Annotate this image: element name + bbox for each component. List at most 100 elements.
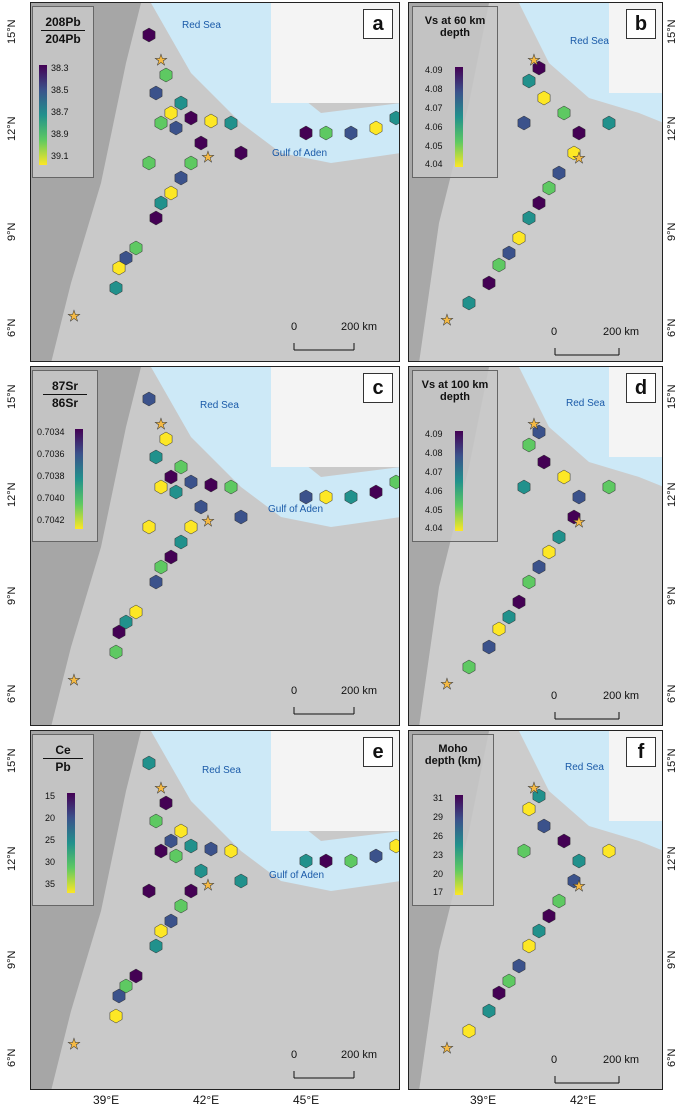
sample-hexagon xyxy=(517,479,531,495)
panel-letter-b: b xyxy=(626,9,656,39)
sample-hexagon xyxy=(512,230,526,246)
legend-tick-c-1: 0.7036 xyxy=(37,449,65,459)
legend-title-bot-c: 86Sr xyxy=(51,396,79,410)
sample-hexagon xyxy=(482,1003,496,1019)
sample-hexagon xyxy=(154,195,168,211)
legend-title-top-e: Ce xyxy=(55,743,71,757)
lon-label-42-right: 42°E xyxy=(570,1093,597,1107)
legend-tick-d-4: 4.05 xyxy=(425,505,443,515)
sample-hexagon xyxy=(142,155,156,171)
scale-zero-d: 0 xyxy=(551,690,558,702)
sample-hexagon xyxy=(532,195,546,211)
legend-tick-b-2: 4.07 xyxy=(425,103,443,113)
scale-km-c: 200 km xyxy=(341,685,378,697)
sample-hexagon xyxy=(129,240,143,256)
lat-label-12-d: 12°N xyxy=(666,482,678,507)
volcano-star-icon: ★ xyxy=(527,780,540,797)
lat-label-15-b: 15°N xyxy=(666,19,678,44)
volcano-star-icon: ★ xyxy=(572,514,585,531)
sample-hexagon xyxy=(369,848,383,864)
legend-tick-f-5: 17 xyxy=(433,887,444,897)
legend-bar-f xyxy=(455,795,463,895)
sample-hexagon xyxy=(522,437,536,453)
legend-title-bot-a: 204Pb xyxy=(45,32,81,46)
sample-hexagon xyxy=(344,125,358,141)
sample-hexagon xyxy=(462,1023,476,1039)
legend-c: 87Sr 86Sr 0.7034 0.7036 0.7038 0.7040 0.… xyxy=(32,370,98,542)
sample-hexagon xyxy=(319,853,333,869)
sample-hexagon xyxy=(492,985,506,1001)
sample-hexagon xyxy=(517,115,531,131)
volcano-star-icon: ★ xyxy=(154,780,167,797)
lat-label-9-b: 9°N xyxy=(666,222,678,241)
sample-hexagon xyxy=(164,913,178,929)
sample-hexagon xyxy=(119,250,133,266)
lat-label-12-c: 12°N xyxy=(6,482,18,507)
sample-hexagon xyxy=(224,115,238,131)
place-red-sea-a: Red Sea xyxy=(182,20,221,31)
legend-tick-f-4: 20 xyxy=(433,869,444,879)
sample-hexagon xyxy=(537,818,551,834)
sample-hexagon xyxy=(572,489,586,505)
sample-hexagon xyxy=(109,280,123,296)
panel-letter-f: f xyxy=(626,737,656,767)
sample-hexagon xyxy=(522,801,536,817)
legend-bar-b xyxy=(455,67,463,167)
legend-b: Vs at 60 km depth 4.09 4.08 4.07 4.06 4.… xyxy=(412,6,498,178)
sample-hexagon xyxy=(149,210,163,226)
sample-hexagon xyxy=(389,110,399,126)
sample-hexagon xyxy=(522,574,536,590)
lat-label-6-a: 6°N xyxy=(6,318,18,337)
sample-hexagon xyxy=(184,883,198,899)
sample-hexagon xyxy=(142,27,156,43)
sample-hexagon xyxy=(194,863,208,879)
sample-hexagon xyxy=(174,459,188,475)
legend-tick-c-2: 0.7038 xyxy=(37,471,65,481)
sample-hexagon xyxy=(154,479,168,495)
volcano-star-icon: ★ xyxy=(201,513,214,530)
sample-hexagon xyxy=(532,923,546,939)
sample-hexagon xyxy=(149,85,163,101)
legend-tick-b-1: 4.08 xyxy=(425,84,443,94)
volcano-star-icon: ★ xyxy=(201,877,214,894)
sample-hexagon xyxy=(174,95,188,111)
sample-hexagon xyxy=(204,113,218,129)
legend-title-bot-d: depth xyxy=(440,391,470,403)
sample-hexagon xyxy=(542,544,556,560)
sample-hexagon xyxy=(184,519,198,535)
legend-tick-e-0: 15 xyxy=(45,791,56,801)
sample-hexagon xyxy=(194,499,208,515)
sample-hexagon xyxy=(537,454,551,470)
place-red-sea-f: Red Sea xyxy=(565,762,604,773)
sample-hexagon xyxy=(159,795,173,811)
legend-tick-b-0: 4.09 xyxy=(425,65,443,75)
legend-tick-d-5: 4.04 xyxy=(425,523,443,533)
lat-label-6-c: 6°N xyxy=(6,684,18,703)
legend-title-top-b: Vs at 60 km xyxy=(424,15,486,27)
sample-hexagon xyxy=(522,73,536,89)
lon-label-39-right: 39°E xyxy=(470,1093,497,1107)
lon-label-39-left: 39°E xyxy=(93,1093,120,1107)
sample-hexagon xyxy=(169,120,183,136)
sample-hexagon xyxy=(184,474,198,490)
legend-title-top-a: 208Pb xyxy=(45,15,81,29)
scale-km-d: 200 km xyxy=(603,690,640,702)
legend-bar-d xyxy=(455,431,463,531)
volcano-star-icon: ★ xyxy=(440,1040,453,1057)
sample-hexagon xyxy=(129,604,143,620)
place-red-sea-d: Red Sea xyxy=(566,398,605,409)
sample-hexagon xyxy=(142,519,156,535)
panel-letter-d: d xyxy=(626,373,656,403)
sample-hexagon xyxy=(234,145,248,161)
lat-label-6-f: 6°N xyxy=(666,1048,678,1067)
sample-hexagon xyxy=(174,170,188,186)
map-e: ★ ★ ★ xyxy=(31,731,399,1089)
sample-hexagon xyxy=(532,559,546,575)
legend-title-top-c: 87Sr xyxy=(51,379,79,393)
volcano-star-icon: ★ xyxy=(572,150,585,167)
sample-hexagon xyxy=(369,120,383,136)
sample-hexagon xyxy=(164,105,178,121)
sample-hexagon xyxy=(512,594,526,610)
map-panel-a: ★ ★ ★ a xyxy=(30,2,400,362)
sample-hexagon xyxy=(129,968,143,984)
